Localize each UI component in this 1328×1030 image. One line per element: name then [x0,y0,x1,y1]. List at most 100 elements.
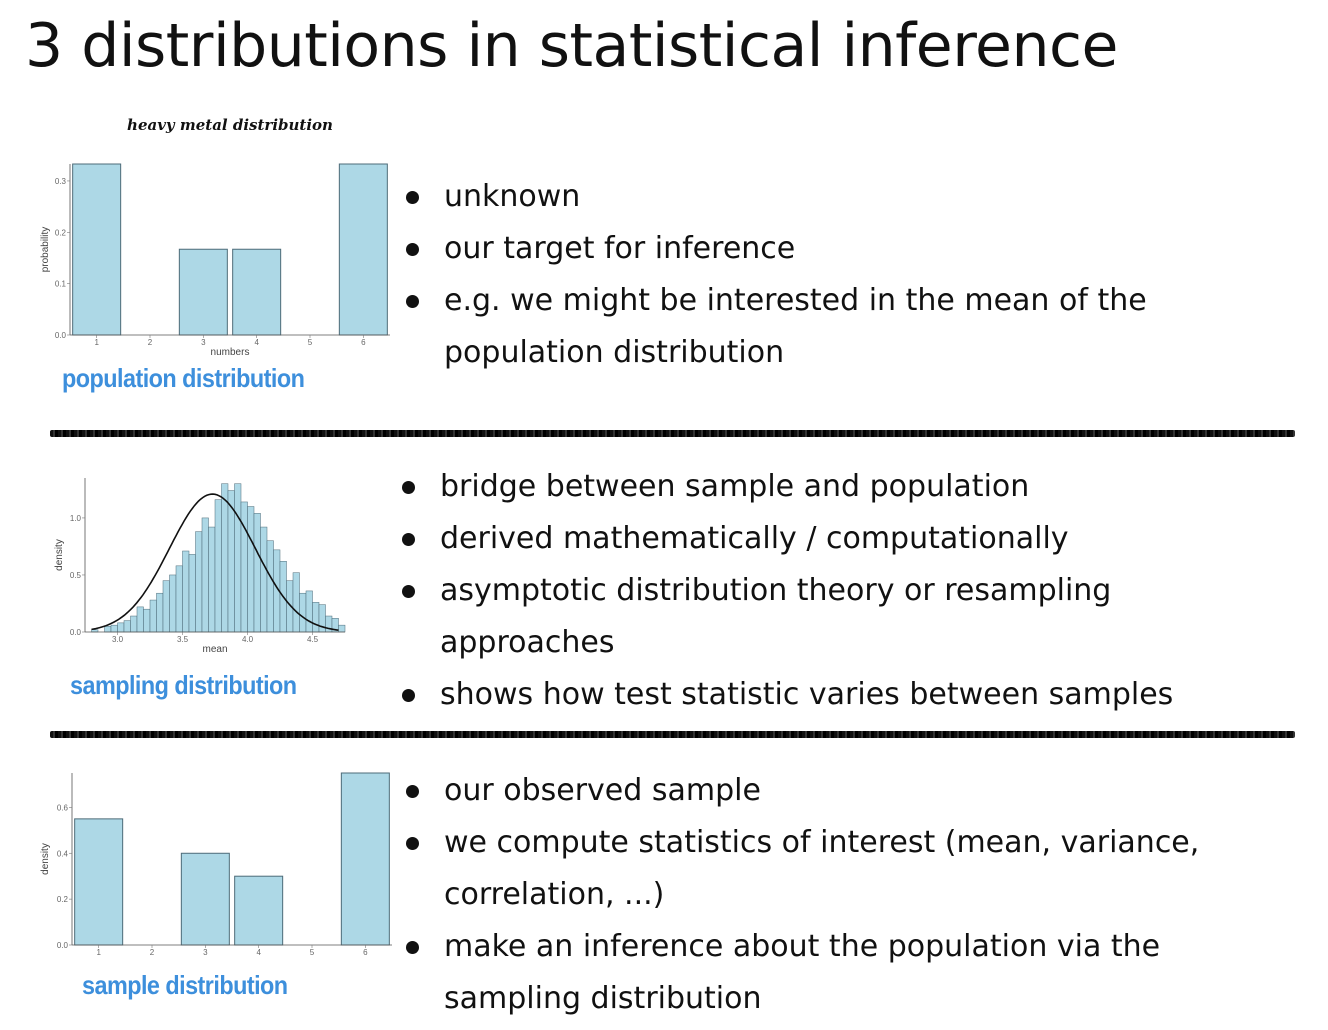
y-tick-label: 0.1 [55,280,67,289]
population-bullets: unknown our target for inference e.g. we… [402,171,1147,379]
bullet-dot [406,837,419,850]
bullet-item: unknown [402,171,1147,223]
histogram-bar [162,580,170,633]
histogram-bar [260,526,268,633]
y-tick-label: 0.6 [57,803,69,812]
histogram-bar [110,624,118,633]
histogram-bar [253,513,261,633]
bullet-item: derived mathematically / computationally [398,513,1173,565]
sample-distribution-chart: 1 2 3 4 5 6 0.0 0.2 0.4 0.6 density [40,772,392,957]
histogram-bar [266,540,274,633]
bullet-dot [402,689,415,702]
bullet-item: asymptotic distribution theory or resamp… [398,565,1173,617]
x-tick-label: 3 [201,338,206,347]
bullet-item: our observed sample [402,765,1199,817]
bar [232,248,282,336]
x-tick-label: 4.5 [307,635,319,644]
histogram-bar [188,554,196,633]
sample-bullets: our observed sample we compute statistic… [402,765,1199,1025]
x-tick-label: 2 [148,338,153,347]
sample-distribution-caption: sample distribution [82,970,288,1000]
x-axis-title: mean [202,644,227,655]
histogram-bar [143,608,151,633]
x-tick-label: 3.5 [177,635,189,644]
y-tick-label: 0.4 [57,849,69,858]
histogram-bar [136,606,144,633]
population-distribution-caption: population distribution [62,363,305,393]
bullet-dot [402,533,415,546]
histogram-bar [221,483,229,633]
histogram-bar [305,590,313,633]
x-tick-label: 6 [363,948,368,957]
histogram-bar [338,624,346,633]
x-tick-label: 1 [96,948,101,957]
bullet-dot [406,941,419,954]
bullet-dot [406,191,419,204]
chart-title: heavy metal distribution [127,116,333,134]
histogram-bar [312,602,320,633]
y-tick-label: 0.0 [57,941,69,950]
sampling-distribution-chart: 3.0 3.5 4.0 4.5 0.0 0.5 1.0 mean density [54,478,346,655]
bar [338,163,388,336]
x-tick-label: 1 [94,338,99,347]
bullet-continuation: approaches [440,625,615,660]
bar [72,163,122,336]
bullet-item: we compute statistics of interest (mean,… [402,817,1199,869]
x-axis-title: numbers [211,347,250,358]
bullet-dot [406,785,419,798]
bullet-item: bridge between sample and population [398,461,1173,513]
histogram-bar [247,506,255,633]
histogram-bar [156,592,164,633]
bar [178,248,228,336]
bullet-continuation: correlation, ...) [444,877,665,912]
histogram-bar [227,490,235,633]
histogram-bar [195,531,203,633]
x-tick-label: 4 [254,338,259,347]
bar [234,875,284,946]
x-tick-label: 5 [310,948,315,957]
bullet-item: our target for inference [402,223,1147,275]
histogram-bar [208,526,216,633]
sampling-bullets: bridge between sample and population der… [398,461,1173,721]
bullet-item: e.g. we might be interested in the mean … [402,275,1147,327]
x-tick-label: 2 [150,948,155,957]
section-divider [50,731,1295,738]
histogram-bar [182,550,190,633]
bullet-dot [402,585,415,598]
y-tick-label: 0.0 [70,628,82,637]
bar [74,818,124,946]
histogram-bar [292,572,300,633]
bullet-dot [406,295,419,308]
histogram-bar [169,574,177,633]
histogram-bar [130,615,138,633]
population-distribution-chart: heavy metal distribution 1 2 3 4 5 6 0.0 0.1 0.2 0… [40,116,390,358]
bullet-dot [406,243,419,256]
histogram-bar [240,501,248,633]
bullet-dot [402,481,415,494]
y-axis-title: probability [40,227,51,273]
y-tick-label: 0.5 [70,571,82,580]
bullet-continuation: population distribution [444,335,785,370]
histogram-bar [149,599,157,633]
histogram-bar [175,565,183,633]
y-tick-label: 0.2 [55,228,67,237]
x-tick-label: 3.0 [112,635,124,644]
y-tick-label: 0.2 [57,895,69,904]
y-tick-label: 0.3 [55,177,67,186]
histogram-bar [104,626,112,633]
bar [180,852,230,946]
x-tick-label: 6 [361,338,366,347]
x-tick-label: 5 [308,338,313,347]
bullet-item: make an inference about the population v… [402,921,1199,973]
y-tick-label: 0.0 [55,331,67,340]
y-axis-title: density [54,539,65,571]
histogram-bar [117,622,125,633]
slide-title: 3 distributions in statistical inference [25,11,1118,81]
x-tick-label: 3 [203,948,208,957]
histogram-bar [214,499,222,633]
x-tick-label: 4 [256,948,261,957]
sampling-distribution-caption: sampling distribution [70,670,297,700]
bullet-item: shows how test statistic varies between … [398,669,1173,721]
section-divider [50,430,1295,437]
histogram-bar [234,483,242,633]
